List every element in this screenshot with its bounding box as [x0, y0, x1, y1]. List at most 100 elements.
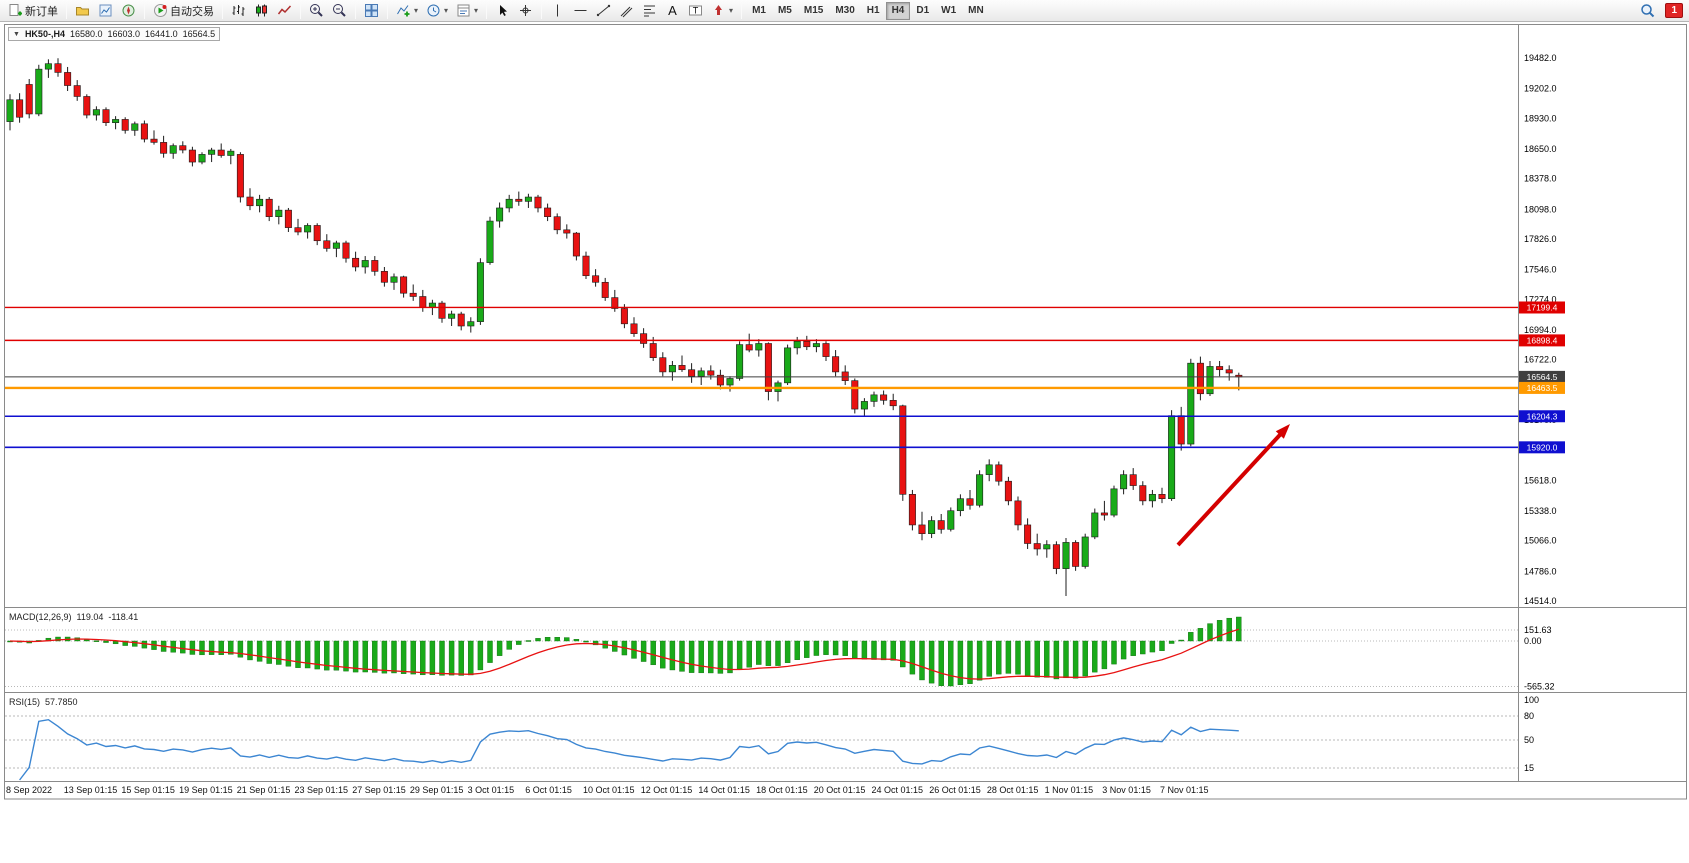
timeframe-button-w1[interactable]: W1: [935, 2, 962, 20]
fibonacci-button[interactable]: [638, 1, 661, 20]
svg-text:1 Nov 01:15: 1 Nov 01:15: [1045, 785, 1094, 795]
svg-text:17546.0: 17546.0: [1524, 265, 1557, 275]
new-order-icon: [9, 4, 22, 16]
svg-text:18378.0: 18378.0: [1524, 174, 1557, 184]
periods-icon: [427, 4, 440, 17]
price-tag-17199.4: [1519, 301, 1565, 314]
toolbar-separator: [541, 2, 543, 19]
svg-text:15: 15: [1524, 763, 1534, 773]
svg-text:50: 50: [1524, 735, 1534, 745]
svg-text:3 Nov 01:15: 3 Nov 01:15: [1102, 785, 1151, 795]
zoom-in-button[interactable]: [305, 1, 328, 20]
label-icon: T: [689, 5, 703, 16]
macd-name: MACD(12,26,9): [9, 612, 72, 622]
toolbar-separator: [300, 2, 301, 19]
svg-text:18650.0: 18650.0: [1524, 144, 1557, 154]
candle-chart-button[interactable]: [250, 1, 273, 20]
low-value: 16441.0: [145, 29, 178, 39]
indicators-button[interactable]: ▾: [392, 1, 422, 20]
bar-chart-button[interactable]: [227, 1, 250, 20]
candles-layer: [6, 58, 1243, 596]
indicators-icon: [397, 5, 410, 17]
svg-text:6 Oct 01:15: 6 Oct 01:15: [525, 785, 572, 795]
price-tag-16463.5: [1519, 381, 1565, 394]
hline-icon: [574, 10, 587, 11]
timeframe-button-mn[interactable]: MN: [962, 2, 990, 20]
timeframe-button-m5[interactable]: M5: [772, 2, 798, 20]
crosshair-button[interactable]: [514, 1, 537, 20]
channel-button[interactable]: [615, 1, 638, 20]
market-watch-button[interactable]: [94, 1, 117, 20]
dropdown-caret-icon: ▾: [414, 6, 419, 15]
rsi-value: 57.7850: [45, 697, 78, 707]
new-order-button[interactable]: 新订单: [4, 1, 62, 20]
macd-indicator-label: MACD(12,26,9) 119.04 -118.41: [9, 612, 138, 622]
tile-windows-icon: [365, 4, 378, 17]
svg-text:24 Oct 01:15: 24 Oct 01:15: [872, 785, 924, 795]
macd-signal-line: [9, 628, 1239, 680]
bar-chart-icon: [232, 5, 245, 16]
line-chart-button[interactable]: [273, 1, 296, 20]
collapse-toggle-icon[interactable]: ▼: [13, 30, 20, 38]
trendline-button[interactable]: [592, 1, 615, 20]
svg-text:18098.0: 18098.0: [1524, 204, 1557, 214]
hline-button[interactable]: [569, 1, 592, 20]
svg-text:0.00: 0.00: [1524, 636, 1542, 646]
vline-button[interactable]: [546, 1, 569, 20]
svg-text:16564.5: 16564.5: [1527, 372, 1558, 382]
svg-text:12 Oct 01:15: 12 Oct 01:15: [641, 785, 693, 795]
notifications-badge[interactable]: 1: [1665, 3, 1683, 18]
svg-text:19 Sep 01:15: 19 Sep 01:15: [179, 785, 233, 795]
chart-title-bar: ▼ HK50-,H4 16580.0 16603.0 16441.0 16564…: [8, 27, 221, 41]
toolbar-separator: [387, 2, 388, 19]
arrows-button[interactable]: ▾: [707, 1, 737, 20]
timeframe-button-m30[interactable]: M30: [829, 2, 860, 20]
timeframe-button-h1[interactable]: H1: [861, 2, 886, 20]
channel-icon: [620, 6, 633, 18]
vline-icon: [557, 4, 559, 17]
chart-frame: [4, 24, 1687, 800]
macd-main-value: 119.04: [76, 612, 104, 622]
svg-text:T: T: [693, 6, 699, 16]
zoom-out-button[interactable]: [328, 1, 351, 20]
svg-text:17274.0: 17274.0: [1524, 294, 1557, 304]
templates-icon: [457, 4, 470, 17]
timeframe-button-h4[interactable]: H4: [885, 1, 911, 20]
search-button[interactable]: [1636, 1, 1659, 20]
svg-text:14514.0: 14514.0: [1524, 596, 1557, 606]
svg-text:14786.0: 14786.0: [1524, 566, 1557, 576]
toolbar-separator: [741, 2, 743, 19]
tile-windows-button[interactable]: [360, 1, 383, 20]
navigator-button[interactable]: [117, 1, 140, 20]
svg-text:16204.3: 16204.3: [1527, 411, 1558, 421]
timeframe-button-m15[interactable]: M15: [798, 2, 829, 20]
toolbar-separator: [66, 2, 67, 19]
macd-layer: 151.630.00 -565.32: [5, 616, 1555, 692]
candle-chart-icon: [256, 4, 267, 17]
label-button[interactable]: T: [684, 1, 707, 20]
svg-text:13 Sep 01:15: 13 Sep 01:15: [64, 785, 118, 795]
dropdown-caret-icon: ▾: [444, 6, 449, 15]
periods-button[interactable]: ▾: [422, 1, 452, 20]
toolbar-separator: [486, 2, 488, 19]
text-button[interactable]: A: [661, 1, 684, 20]
timeframe-button-m1[interactable]: M1: [746, 2, 772, 20]
fibonacci-icon: [644, 5, 656, 17]
autotrade-button[interactable]: 自动交易: [149, 1, 218, 20]
svg-text:26 Oct 01:15: 26 Oct 01:15: [929, 785, 981, 795]
profiles-button[interactable]: [71, 1, 94, 20]
new-order-label: 新订单: [25, 5, 58, 18]
market-watch-icon: [99, 4, 112, 17]
timeframe-button-d1[interactable]: D1: [910, 2, 935, 20]
line-chart-icon: [277, 5, 292, 15]
trend-arrow-annotation[interactable]: [1176, 424, 1290, 547]
svg-text:23 Sep 01:15: 23 Sep 01:15: [295, 785, 349, 795]
svg-text:3 Oct 01:15: 3 Oct 01:15: [468, 785, 515, 795]
cursor-button[interactable]: [491, 1, 514, 20]
svg-text:19202.0: 19202.0: [1524, 84, 1557, 94]
templates-button[interactable]: ▾: [452, 1, 482, 20]
price-tag-16204.3: [1519, 410, 1565, 423]
svg-text:10 Oct 01:15: 10 Oct 01:15: [583, 785, 635, 795]
